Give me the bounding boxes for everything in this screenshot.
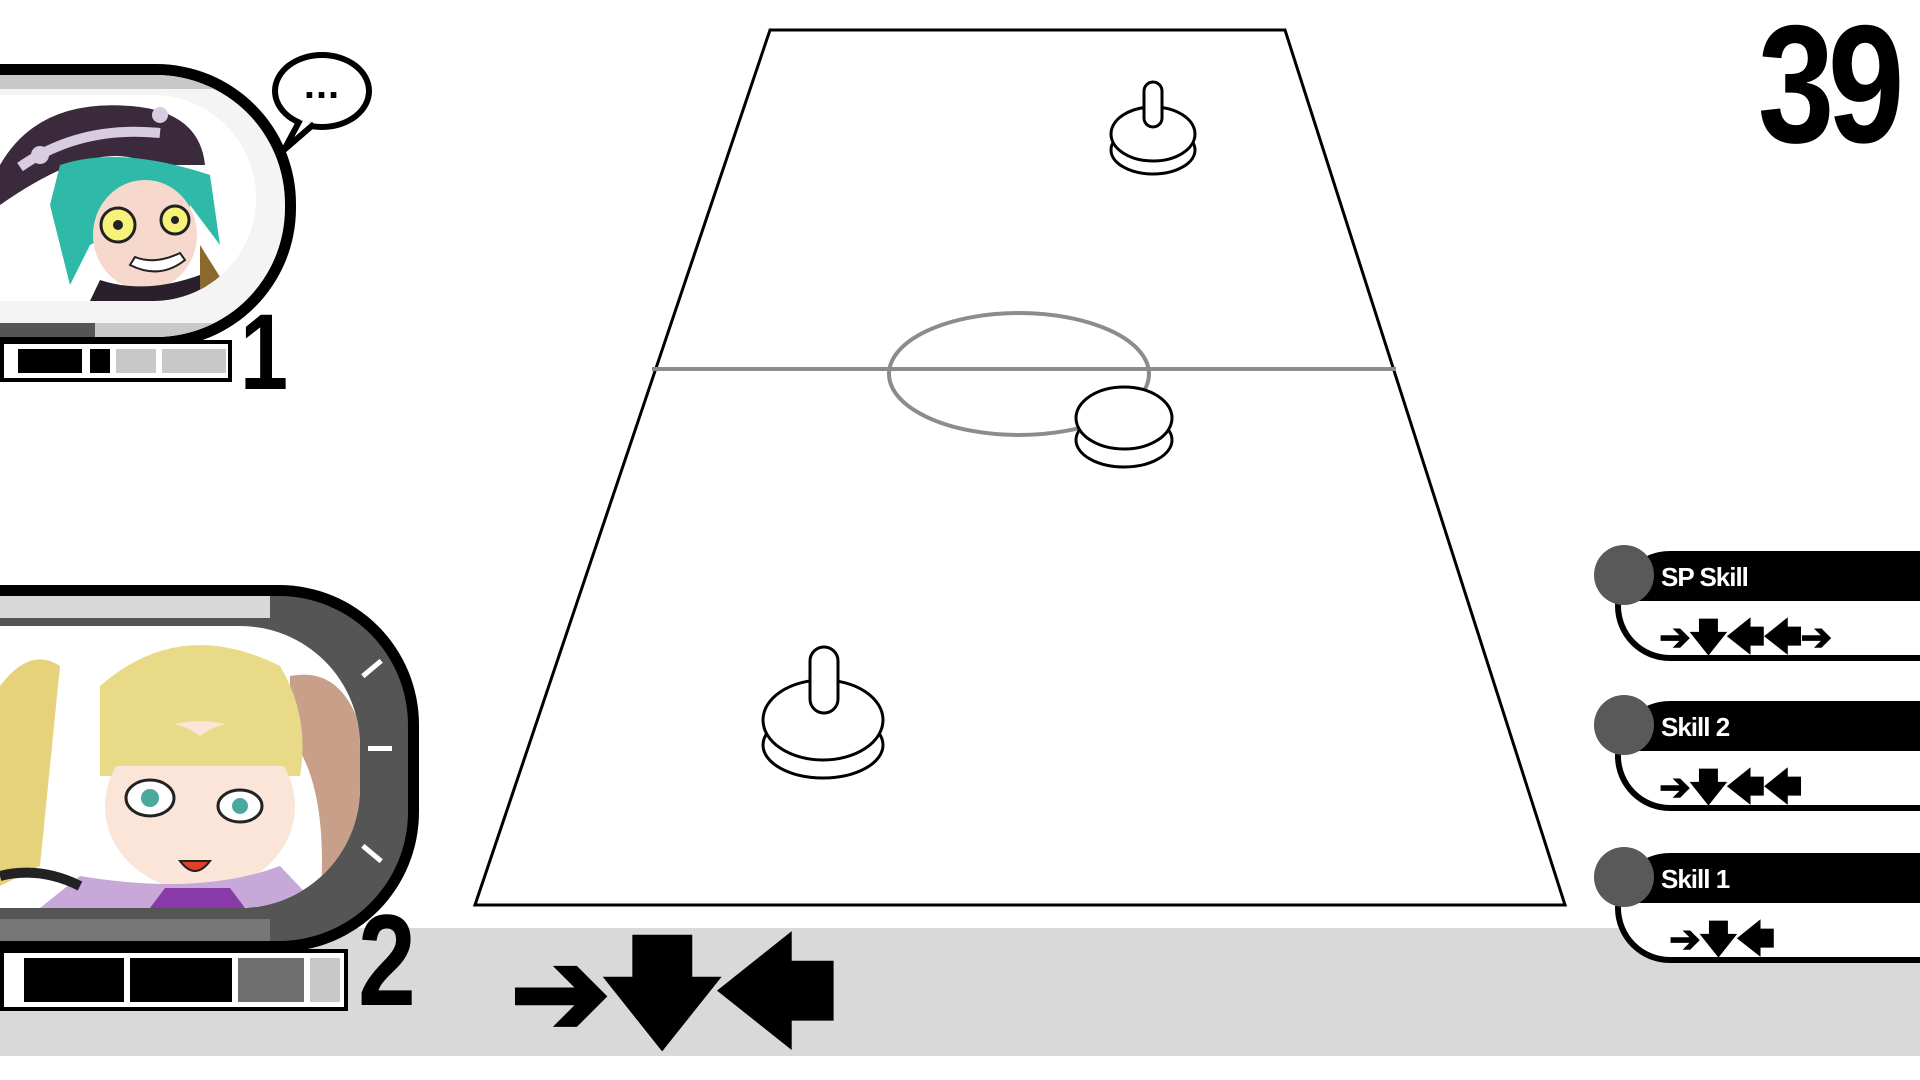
player-2-panel: 2	[0, 585, 440, 1025]
player-1-power-bar	[0, 340, 232, 382]
opponent-mallet	[1109, 80, 1197, 176]
player-1-frame-strip-bottom	[0, 323, 274, 337]
player-2-frame-strip	[0, 596, 270, 618]
center-circle	[887, 311, 1151, 437]
player-2-power-bar	[0, 949, 348, 1011]
puck	[1074, 385, 1174, 469]
player-1-frame-strip	[0, 75, 274, 89]
speech-bubble-text: ...	[303, 63, 341, 107]
skill-name-1: Skill 1	[1621, 859, 1920, 903]
match-timer: 39	[1757, 0, 1905, 178]
player-2-frame-ticks	[340, 616, 400, 916]
speech-bubble: ...	[272, 52, 372, 130]
skill-dot-2	[1594, 695, 1654, 755]
skill-dot-1	[1594, 847, 1654, 907]
skill-name-2: Skill 2	[1621, 707, 1920, 751]
skill-arrows-sp: ➔🡇🡄🡄➔	[1659, 617, 1832, 659]
skills-panel: SP Skill ➔🡇🡄🡄➔ Skill 2 ➔🡇🡄🡄 Skill 1 ➔🡇🡄	[1590, 545, 1920, 1005]
skill-card-2[interactable]: Skill 2 ➔🡇🡄🡄	[1615, 701, 1920, 811]
player-1-panel: 1	[0, 60, 300, 406]
skill-arrows-2: ➔🡇🡄🡄	[1659, 767, 1802, 809]
skill-arrows-1: ➔🡇🡄	[1669, 919, 1775, 961]
player-1-portrait-frame	[0, 64, 296, 348]
player-2-portrait-frame	[0, 585, 419, 952]
player-1-portrait	[0, 95, 256, 301]
speech-bubble-tail	[281, 120, 316, 153]
skill-card-sp[interactable]: SP Skill ➔🡇🡄🡄➔	[1615, 551, 1920, 661]
player-mallet[interactable]	[761, 645, 885, 780]
table-outline	[472, 28, 1568, 907]
skill-card-1[interactable]: Skill 1 ➔🡇🡄	[1615, 853, 1920, 963]
skill-name-sp: SP Skill	[1621, 557, 1920, 601]
input-sequence: ➔🡇🡄	[510, 926, 838, 1060]
player-2-frame-strip-bottom	[0, 919, 270, 941]
player-2-portrait	[0, 626, 360, 908]
player-1-score: 1	[240, 291, 289, 412]
skill-dot-sp	[1594, 545, 1654, 605]
player-2-score: 2	[358, 887, 416, 1033]
